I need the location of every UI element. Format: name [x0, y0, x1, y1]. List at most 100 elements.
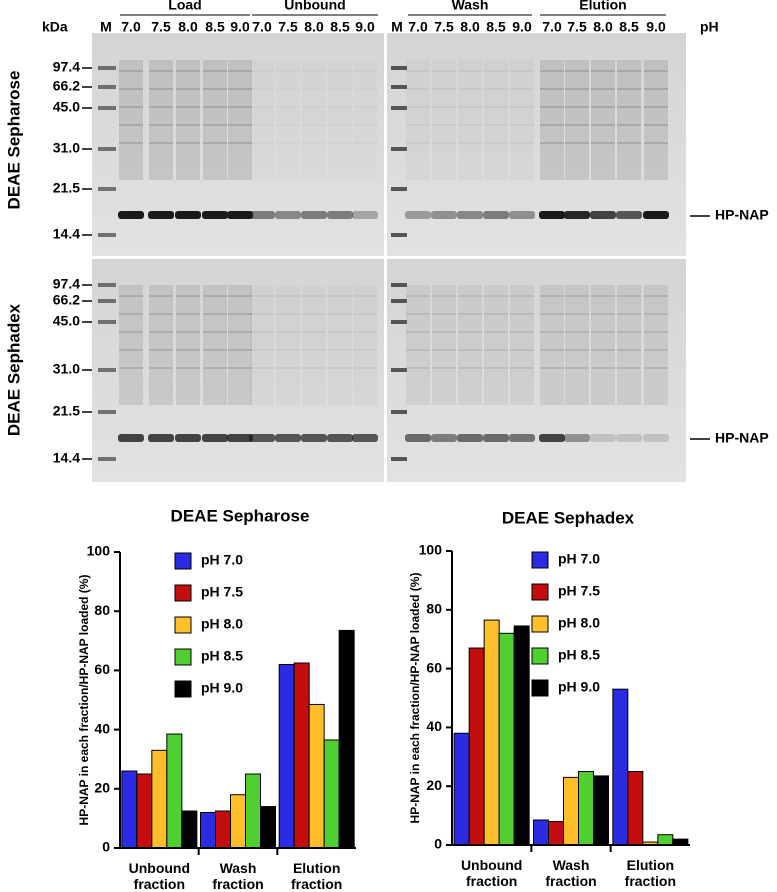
lane-band [484, 295, 508, 297]
target-band [352, 211, 378, 219]
lane-smear [432, 60, 456, 180]
lane-band [149, 124, 173, 126]
target-band [616, 434, 642, 442]
lane-band [203, 106, 227, 108]
band-label: HP-NAP [715, 207, 769, 223]
lane-band [149, 331, 173, 333]
lane-band [328, 349, 352, 351]
target-band [431, 434, 457, 442]
lane-smear [176, 285, 200, 405]
lane-band [302, 106, 326, 108]
lane-band [458, 295, 482, 297]
lane-band [510, 331, 534, 333]
target-band [301, 211, 327, 219]
lane-band [617, 70, 641, 72]
lane-band [250, 367, 274, 369]
lane-band [176, 142, 200, 144]
lane-band [458, 313, 482, 315]
y-tick-label: 20 [94, 780, 110, 796]
lane-band [328, 367, 352, 369]
chart-title: DEAE Sephadex [502, 508, 635, 527]
lane-band [302, 313, 326, 315]
row-label: DEAE Sephadex [4, 303, 23, 436]
lane-band [149, 367, 173, 369]
lane-band [176, 124, 200, 126]
lane-band [228, 313, 252, 315]
bar [323, 739, 340, 849]
target-band [148, 211, 174, 219]
lane-band [119, 295, 143, 297]
target-band [249, 211, 275, 219]
band-label: HP-NAP [715, 430, 769, 446]
lane-band [644, 313, 668, 315]
y-axis-label: HP-NAP in each fraction/HP-NAP loaded (%… [408, 573, 422, 824]
marker-band [98, 187, 116, 191]
lane-band [203, 70, 227, 72]
lane-ph-label: 8.0 [304, 19, 324, 35]
lane-band [353, 331, 377, 333]
bar [151, 749, 168, 849]
lane-smear [565, 285, 589, 405]
lane-band [276, 106, 300, 108]
lane-band [458, 70, 482, 72]
lane-ph-label: 8.0 [460, 19, 480, 35]
lane-smear [228, 285, 252, 405]
bar [166, 733, 183, 849]
lane-band [432, 106, 456, 108]
legend-label: pH 8.0 [201, 616, 243, 632]
lane-band [540, 142, 564, 144]
lane-smear [591, 285, 615, 405]
y-tick-label: 0 [102, 839, 110, 855]
marker-band [391, 299, 407, 303]
row-label: DEAE Sepharose [4, 71, 23, 210]
lane-band [149, 313, 173, 315]
lane-band [484, 313, 508, 315]
lane-smear [149, 60, 173, 180]
target-band [148, 434, 174, 442]
lane-band [458, 88, 482, 90]
lane-band [591, 295, 615, 297]
lane-band [406, 106, 430, 108]
marker-band [391, 147, 407, 151]
y-tick-label: 40 [94, 720, 110, 736]
lane-band [406, 295, 430, 297]
marker-band [98, 299, 116, 303]
y-tick-label: 100 [87, 543, 111, 559]
lane-band [510, 313, 534, 315]
lane-band [565, 349, 589, 351]
lane-smear [176, 60, 200, 180]
target-band [509, 211, 535, 219]
lane-band [510, 106, 534, 108]
bar [533, 819, 549, 846]
lane-band [644, 295, 668, 297]
y-tick-label: 80 [426, 601, 442, 617]
lane-band [228, 106, 252, 108]
lane-smear [484, 285, 508, 405]
lane-ph-label: 8.5 [330, 19, 350, 35]
lane-band [250, 331, 274, 333]
lane-band [149, 70, 173, 72]
lane-smear [617, 60, 641, 180]
lane-band [176, 331, 200, 333]
lane-band [617, 367, 641, 369]
lane-band [406, 349, 430, 351]
marker-band [98, 233, 116, 237]
x-tick-label: Wash fraction [545, 857, 597, 889]
lane-band [119, 106, 143, 108]
target-band [539, 211, 565, 219]
lane-smear [591, 60, 615, 180]
target-band [590, 434, 616, 442]
marker-weight: 14.4 [53, 226, 80, 242]
lane-band [250, 106, 274, 108]
lane-band [565, 367, 589, 369]
target-band [175, 434, 201, 442]
lane-ph-label: 7.5 [567, 19, 587, 35]
lane-band [328, 142, 352, 144]
bar [293, 662, 310, 849]
lane-band [353, 313, 377, 315]
bar [498, 632, 515, 846]
lane-band [458, 106, 482, 108]
target-band [643, 434, 669, 442]
bar [215, 810, 231, 849]
